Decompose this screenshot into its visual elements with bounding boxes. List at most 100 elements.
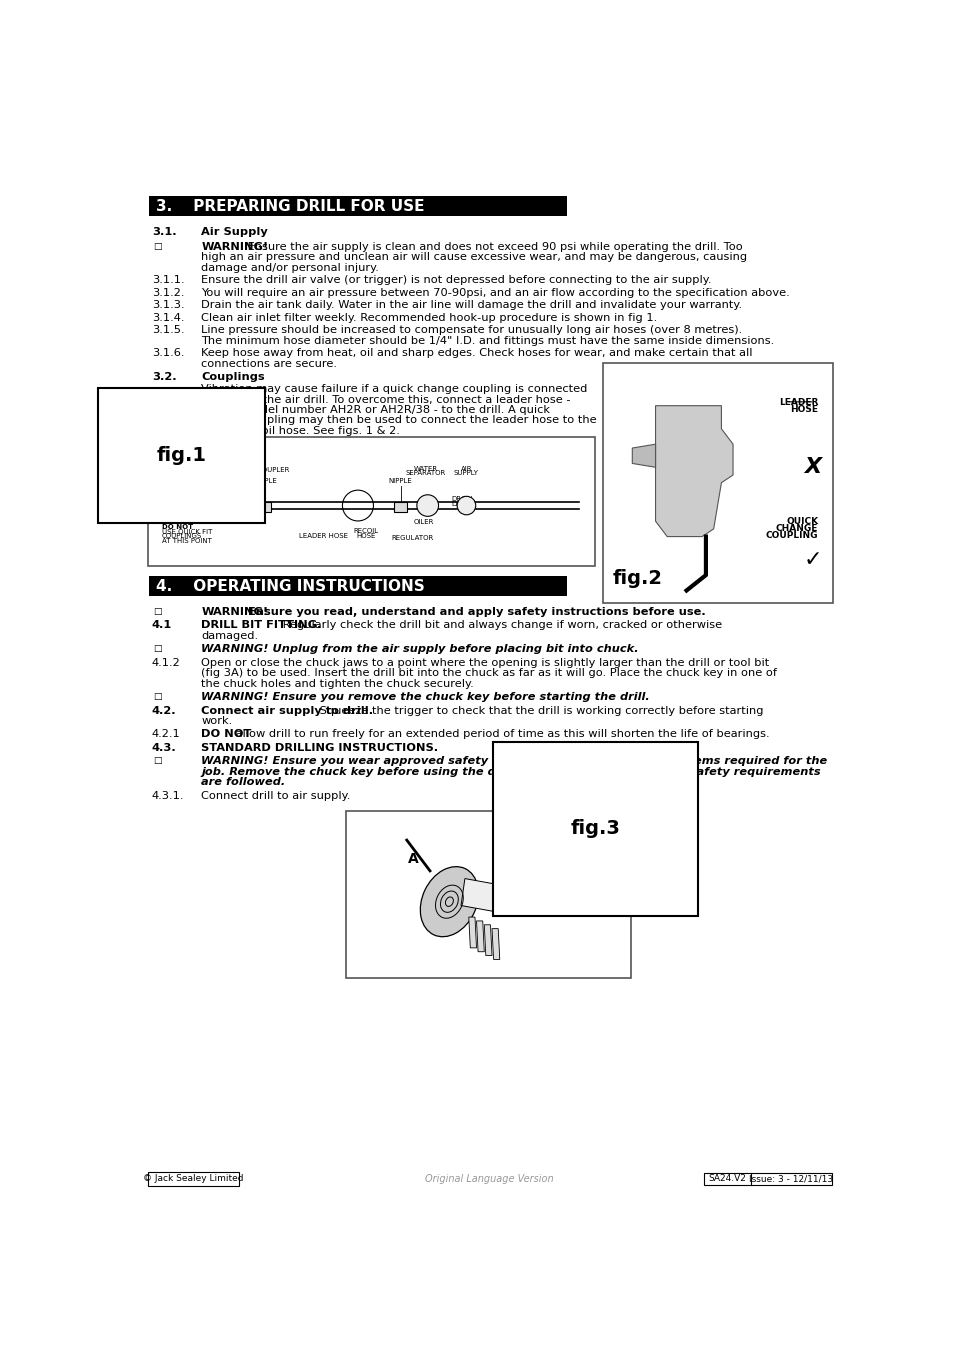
Text: Issue: 3 - 12/11/13: Issue: 3 - 12/11/13 [749, 1174, 833, 1183]
Text: OUTLET TO: OUTLET TO [162, 486, 201, 492]
Text: LEADER: LEADER [778, 398, 818, 408]
Text: Ensure the air supply is clean and does not exceed 90 psi while operating the dr: Ensure the air supply is clean and does … [244, 242, 742, 252]
Text: 4.1: 4.1 [152, 620, 172, 631]
Text: WARNING! Ensure you remove the chuck key before starting the drill.: WARNING! Ensure you remove the chuck key… [201, 692, 649, 701]
Text: 3.1.3.: 3.1.3. [152, 301, 184, 310]
Text: HOSE: HOSE [789, 405, 818, 414]
Text: Connect air supply to drill.: Connect air supply to drill. [201, 705, 374, 715]
Text: □: □ [153, 645, 162, 653]
Text: NIPPLE: NIPPLE [388, 478, 412, 483]
Text: 3.1.4.: 3.1.4. [152, 313, 184, 322]
Text: Couplings: Couplings [201, 371, 265, 382]
Text: You will require an air pressure between 70-90psi, and an air flow according to : You will require an air pressure between… [201, 288, 789, 298]
Text: Vibration may cause failure if a quick change coupling is connected: Vibration may cause failure if a quick c… [201, 385, 587, 394]
FancyBboxPatch shape [602, 363, 832, 603]
FancyBboxPatch shape [346, 811, 630, 978]
Text: DAILY: DAILY [451, 501, 470, 506]
Text: © Jack Sealey Limited: © Jack Sealey Limited [143, 1174, 244, 1183]
Polygon shape [492, 929, 499, 960]
Text: air line recoil hose. See figs. 1 & 2.: air line recoil hose. See figs. 1 & 2. [201, 425, 400, 436]
Text: Air Supply: Air Supply [201, 227, 268, 237]
Text: fig.2: fig.2 [612, 569, 662, 588]
Text: DRAIN: DRAIN [451, 497, 472, 502]
FancyBboxPatch shape [148, 1173, 238, 1186]
Text: DO NOT: DO NOT [201, 730, 252, 739]
Text: change coupling may then be used to connect the leader hose to the: change coupling may then be used to conn… [201, 416, 597, 425]
Text: The minimum hose diameter should be 1/4" I.D. and fittings must have the same in: The minimum hose diameter should be 1/4"… [201, 336, 774, 345]
Text: PRODUCT: PRODUCT [162, 494, 195, 501]
Circle shape [416, 494, 438, 516]
Text: REGULATOR: REGULATOR [391, 535, 433, 540]
FancyBboxPatch shape [148, 437, 595, 566]
Polygon shape [484, 925, 492, 956]
FancyBboxPatch shape [394, 502, 406, 512]
Polygon shape [476, 921, 484, 952]
Polygon shape [460, 879, 507, 913]
Text: Keep hose away from heat, oil and sharp edges. Check hoses for wear, and make ce: Keep hose away from heat, oil and sharp … [201, 348, 752, 359]
Text: Line pressure should be increased to compensate for unusually long air hoses (ov: Line pressure should be increased to com… [201, 325, 741, 336]
Text: SA24.V2: SA24.V2 [708, 1174, 746, 1183]
FancyBboxPatch shape [149, 196, 567, 217]
Text: □: □ [153, 757, 162, 765]
Text: Regularly check the drill bit and always change if worn, cracked or otherwise: Regularly check the drill bit and always… [278, 620, 721, 631]
Text: 4.    OPERATING INSTRUCTIONS: 4. OPERATING INSTRUCTIONS [156, 578, 425, 593]
Text: 4.2.: 4.2. [152, 705, 176, 715]
Text: Drain the air tank daily. Water in the air line will damage the drill and invali: Drain the air tank daily. Water in the a… [201, 301, 741, 310]
Polygon shape [468, 917, 476, 948]
Text: WATER: WATER [413, 466, 437, 471]
Circle shape [456, 497, 476, 515]
Text: 3.1.2.: 3.1.2. [152, 288, 184, 298]
Text: DRILL BIT FITTING.: DRILL BIT FITTING. [201, 620, 321, 631]
Text: COUPLINGS: COUPLINGS [162, 533, 202, 539]
Text: X: X [803, 458, 821, 477]
Text: A: A [407, 852, 418, 865]
Text: (fig 3A) to be used. Insert the drill bit into the chuck as far as it will go. P: (fig 3A) to be used. Insert the drill bi… [201, 668, 777, 678]
Text: directly to the air drill. To overcome this, connect a leader hose -: directly to the air drill. To overcome t… [201, 394, 570, 405]
Text: Connect drill to air supply.: Connect drill to air supply. [201, 791, 351, 800]
FancyBboxPatch shape [258, 502, 271, 512]
Text: HOSE: HOSE [355, 532, 375, 539]
Text: connections are secure.: connections are secure. [201, 359, 337, 368]
Text: Open or close the chuck jaws to a point where the opening is slightly larger tha: Open or close the chuck jaws to a point … [201, 658, 769, 668]
Text: 3.2.: 3.2. [152, 371, 176, 382]
Text: Original Language Version: Original Language Version [424, 1174, 553, 1183]
Polygon shape [632, 444, 655, 467]
Text: DO NOT: DO NOT [162, 524, 193, 531]
Text: THE AIR: THE AIR [162, 490, 190, 496]
Text: Ensure you read, understand and apply safety instructions before use.: Ensure you read, understand and apply sa… [244, 607, 705, 617]
Text: CHANGE: CHANGE [775, 524, 818, 533]
Text: OILER: OILER [414, 520, 434, 525]
Text: fig.1: fig.1 [156, 445, 206, 464]
Text: Squeeze the trigger to check that the drill is working correctly before starting: Squeeze the trigger to check that the dr… [315, 705, 762, 715]
Text: COUPLING: COUPLING [765, 531, 818, 540]
Text: fig.3: fig.3 [570, 819, 620, 838]
Text: Clean air inlet filter weekly. Recommended hook-up procedure is shown in fig 1.: Clean air inlet filter weekly. Recommend… [201, 313, 657, 322]
Text: QUICK COUPLER: QUICK COUPLER [233, 467, 289, 473]
Text: Sealey model number AH2R or AH2R/38 - to the drill. A quick: Sealey model number AH2R or AH2R/38 - to… [201, 405, 550, 414]
Text: SUPPLY: SUPPLY [454, 470, 478, 477]
Text: 3.1.5.: 3.1.5. [152, 325, 184, 336]
Text: SEPARATOR: SEPARATOR [405, 470, 445, 477]
Text: the chuck holes and tighten the chuck securely.: the chuck holes and tighten the chuck se… [201, 678, 474, 689]
FancyBboxPatch shape [703, 1173, 831, 1185]
Text: damage and/or personal injury.: damage and/or personal injury. [201, 263, 379, 272]
Text: □: □ [153, 607, 162, 616]
Text: □: □ [153, 242, 162, 250]
Text: LEADER HOSE: LEADER HOSE [298, 533, 347, 539]
Text: AIR: AIR [460, 466, 472, 471]
Text: 4.3.: 4.3. [152, 743, 176, 753]
Text: □: □ [153, 692, 162, 701]
Text: WARNING! Unplug from the air supply before placing bit into chuck.: WARNING! Unplug from the air supply befo… [201, 645, 639, 654]
Text: ✓: ✓ [802, 550, 821, 570]
Text: STANDARD DRILLING INSTRUCTIONS.: STANDARD DRILLING INSTRUCTIONS. [201, 743, 438, 753]
Text: QUICK: QUICK [785, 517, 818, 527]
Text: WARNING!: WARNING! [201, 607, 268, 617]
Polygon shape [655, 406, 732, 536]
Text: damaged.: damaged. [201, 631, 258, 640]
Text: 3.1.6.: 3.1.6. [152, 348, 184, 359]
Text: 3.1.1.: 3.1.1. [152, 275, 184, 286]
Text: 4.2.1: 4.2.1 [152, 730, 180, 739]
Text: high an air pressure and unclean air will cause excessive wear, and may be dange: high an air pressure and unclean air wil… [201, 252, 747, 263]
Text: USE QUICK FIT: USE QUICK FIT [162, 528, 212, 535]
Ellipse shape [420, 867, 478, 937]
